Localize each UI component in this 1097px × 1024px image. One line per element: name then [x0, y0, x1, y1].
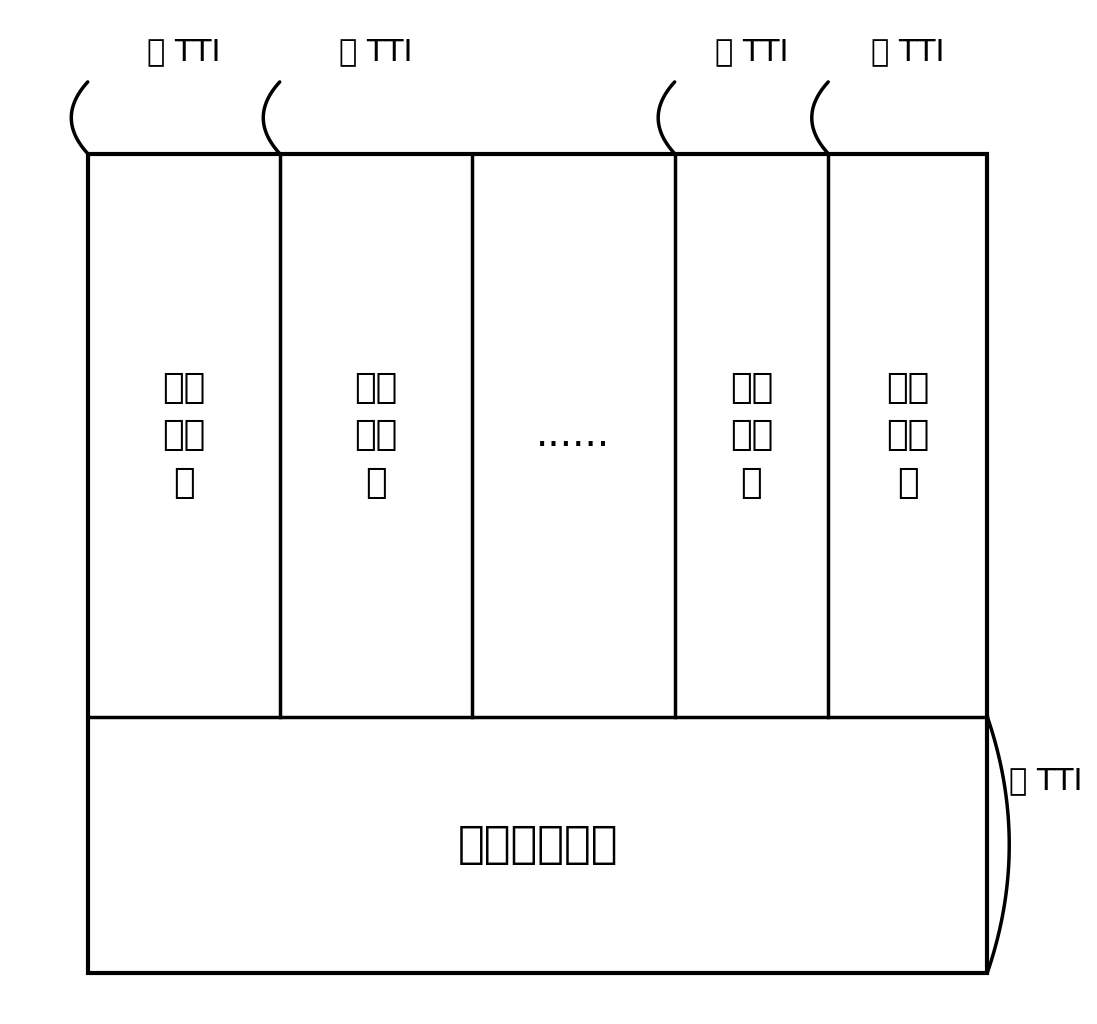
- Text: 短 TTI: 短 TTI: [871, 38, 945, 67]
- Text: 长 TTI: 长 TTI: [1009, 766, 1083, 796]
- Text: 低时
延业
务: 低时 延业 务: [162, 371, 205, 500]
- Text: 低时
延业
务: 低时 延业 务: [354, 371, 397, 500]
- Text: 非低时延业务: 非低时延业务: [457, 823, 618, 866]
- Text: 短 TTI: 短 TTI: [339, 38, 412, 67]
- Text: 短 TTI: 短 TTI: [147, 38, 220, 67]
- Bar: [88, 154, 987, 973]
- Text: ......: ......: [536, 416, 610, 455]
- Text: 低时
延业
务: 低时 延业 务: [730, 371, 773, 500]
- Text: 低时
延业
务: 低时 延业 务: [886, 371, 929, 500]
- Text: 短 TTI: 短 TTI: [714, 38, 789, 67]
